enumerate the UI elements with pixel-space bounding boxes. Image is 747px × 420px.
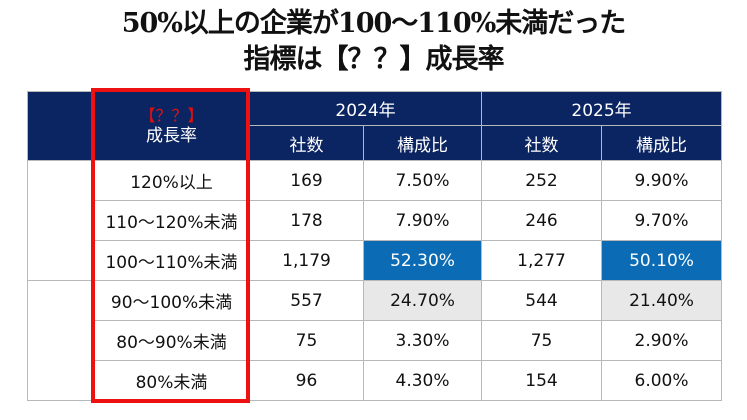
- group-cell-lower: [27, 280, 94, 401]
- cell-count-2025: 252: [481, 160, 603, 201]
- cell-ratio-2024: 7.90%: [362, 200, 483, 241]
- cell-count-2025: 246: [481, 200, 603, 241]
- cell-count-2024: 96: [249, 360, 364, 401]
- table-row: 80〜90%未満 75 3.30% 75 2.90%: [28, 320, 723, 361]
- header-metric-question: 【？？】: [139, 106, 204, 125]
- cell-ratio-2024: 7.50%: [362, 160, 483, 201]
- table-row: 90〜100%未満 557 24.70% 544 21.40%: [27, 280, 723, 401]
- cell-range: 100〜110%未満: [93, 240, 250, 281]
- cell-ratio-2025: 9.90%: [601, 160, 723, 201]
- title-line-1: 50%以上の企業が100〜110%未満だった: [121, 8, 627, 39]
- cell-count-2025: 544: [481, 280, 603, 321]
- header-metric-label: 成長率: [146, 126, 197, 146]
- table-row: 80%未満 96 4.30% 154 6.00%: [28, 360, 723, 401]
- cell-count-2025: 154: [481, 360, 603, 401]
- cell-ratio-2025-highlighted: 50.10%: [601, 240, 723, 281]
- header-ratio-2025: 構成比: [601, 125, 723, 161]
- header-row-years: 【？？】 成長率 2024年 2025年: [27, 91, 723, 161]
- cell-range: 80〜90%未満: [93, 320, 250, 361]
- cell-range: 110〜120%未満: [93, 200, 250, 241]
- cell-ratio-2024-highlighted: 52.30%: [362, 240, 483, 281]
- cell-ratio-2025: 6.00%: [601, 360, 723, 401]
- cell-ratio-2024-shaded: 24.70%: [362, 280, 483, 321]
- table-row: 120%以上 169 7.50% 252 9.90%: [27, 160, 723, 281]
- table-row: 100〜110%未満 1,179 52.30% 1,277 50.10%: [28, 240, 723, 281]
- header-count-2024: 社数: [249, 125, 364, 161]
- cell-range: 80%未満: [93, 360, 250, 401]
- header-year-2025: 2025年: [481, 91, 723, 126]
- header-row-subcolumns: 社数 構成比 社数 構成比: [28, 125, 723, 161]
- table-row: 110〜120%未満 178 7.90% 246 9.70%: [28, 200, 723, 241]
- header-group-blank: [27, 91, 94, 161]
- group-cell-upper: [27, 160, 94, 281]
- header-count-2025: 社数: [481, 125, 603, 161]
- title-line-2: 指標は【？？】成長率: [243, 44, 505, 75]
- cell-ratio-2025: 2.90%: [601, 320, 723, 361]
- cell-count-2024: 75: [249, 320, 364, 361]
- cell-count-2025: 75: [481, 320, 603, 361]
- cell-ratio-2025-shaded: 21.40%: [601, 280, 723, 321]
- cell-ratio-2025: 9.70%: [601, 200, 723, 241]
- cell-count-2024: 557: [249, 280, 364, 321]
- cell-count-2024: 169: [249, 160, 364, 201]
- header-metric: 【？？】 成長率: [93, 91, 250, 161]
- cell-ratio-2024: 3.30%: [362, 320, 483, 361]
- cell-ratio-2024: 4.30%: [362, 360, 483, 401]
- cell-range: 120%以上: [93, 160, 250, 201]
- cell-count-2025: 1,277: [481, 240, 603, 281]
- growth-rate-table: 【？？】 成長率 2024年 2025年 社数 構成比 社数 構成比 120%以…: [27, 91, 723, 401]
- header-ratio-2024: 構成比: [362, 125, 483, 161]
- header-year-2024: 2024年: [248, 91, 483, 126]
- cell-count-2024: 1,179: [249, 240, 364, 281]
- slide-title: 50%以上の企業が100〜110%未満だった 指標は【？？】成長率: [0, 6, 747, 78]
- cell-count-2024: 178: [249, 200, 364, 241]
- cell-range: 90〜100%未満: [93, 280, 250, 321]
